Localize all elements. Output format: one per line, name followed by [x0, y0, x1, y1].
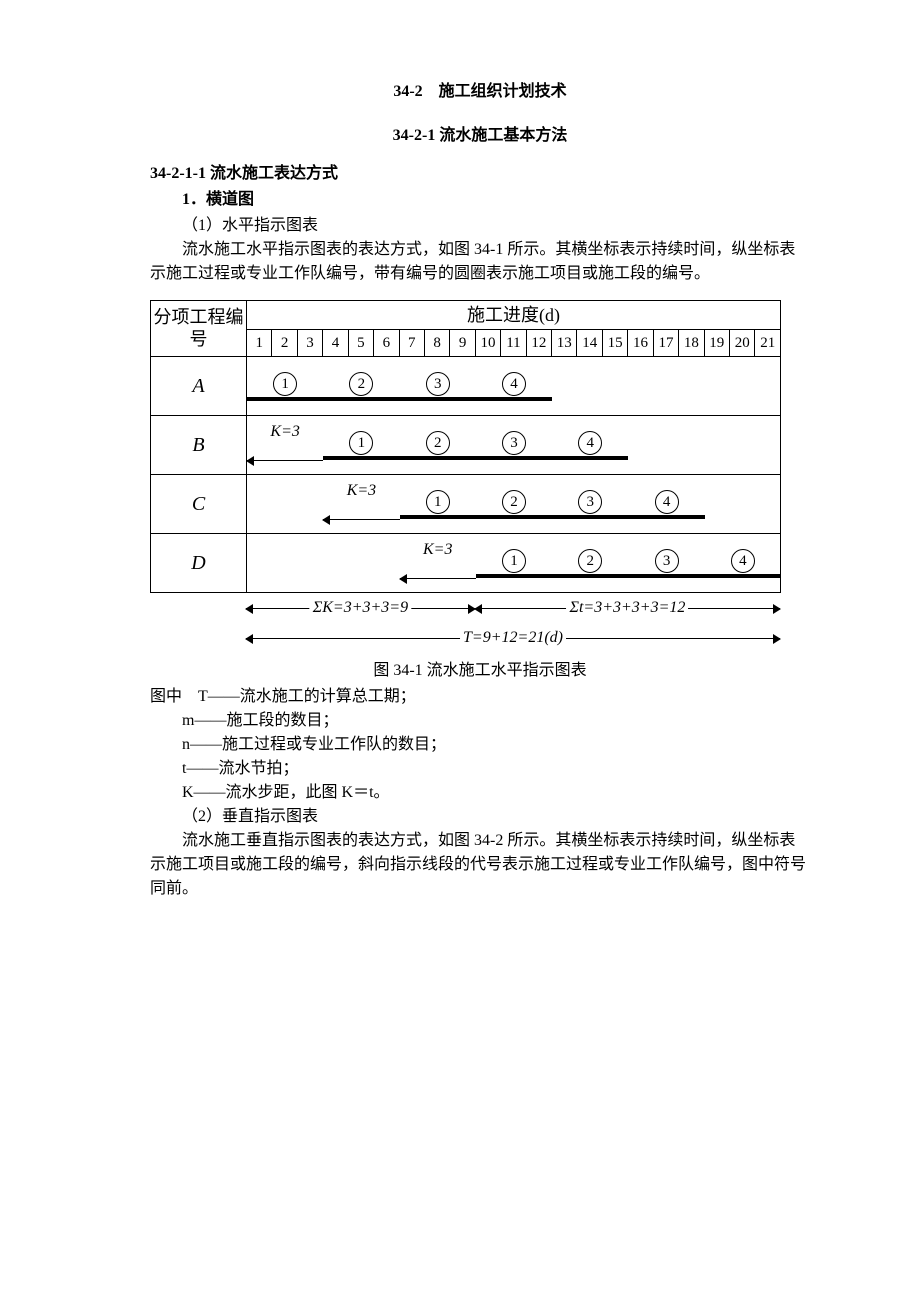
- gantt-row-cell: K=3 1 2 3 4: [247, 416, 781, 475]
- gantt-bar: [476, 397, 552, 401]
- gantt-bar: [323, 397, 399, 401]
- paragraph-1: 流水施工水平指示图表的表达方式，如图 34-1 所示。其横坐标表示持续时间，纵坐…: [150, 238, 810, 286]
- row-label: C: [151, 475, 247, 534]
- day-header: 3: [297, 330, 322, 357]
- formula-sumT: Σt=3+3+3+3=12: [566, 596, 688, 620]
- day-header: 19: [704, 330, 729, 357]
- gantt-table: 分项工程编号施工进度(d)123456789101112131415161718…: [150, 300, 781, 593]
- gantt-bar: [400, 515, 476, 519]
- k-label: K=3: [347, 479, 376, 503]
- segment-circle: 2: [502, 490, 526, 514]
- figure-legend: 图中 T——流水施工的计算总工期； m——施工段的数目； n——施工过程或专业工…: [150, 685, 810, 805]
- legend-line: n——施工过程或专业工作队的数目；: [150, 733, 810, 757]
- subsubsection-title: 34-2-1-1 流水施工表达方式: [150, 162, 810, 186]
- segment-circle: 3: [502, 431, 526, 455]
- gantt-bar: [552, 515, 628, 519]
- gantt-bar: [476, 574, 552, 578]
- segment-circle: 3: [578, 490, 602, 514]
- day-header: 14: [577, 330, 602, 357]
- day-header: 12: [526, 330, 551, 357]
- segment-circle: 4: [578, 431, 602, 455]
- day-header: 8: [424, 330, 449, 357]
- gantt-row-cell: 1 2 3 4: [247, 357, 781, 416]
- day-header: 1: [247, 330, 272, 357]
- segment-circle: 2: [578, 549, 602, 573]
- day-header: 15: [602, 330, 627, 357]
- list-item-1: （1）水平指示图表: [150, 214, 810, 238]
- segment-circle: 2: [426, 431, 450, 455]
- legend-line: K——流水步距，此图 K＝t。: [150, 781, 810, 805]
- day-header: 10: [475, 330, 500, 357]
- section-title: 34-2 施工组织计划技术: [150, 80, 810, 104]
- list-item-2: （2）垂直指示图表: [150, 805, 810, 829]
- legend-line: t——流水节拍；: [150, 757, 810, 781]
- legend-line: 图中 T——流水施工的计算总工期；: [150, 685, 810, 709]
- day-header: 20: [730, 330, 755, 357]
- day-header: 5: [348, 330, 373, 357]
- k-label: K=3: [270, 420, 299, 444]
- segment-circle: 4: [731, 549, 755, 573]
- day-header: 4: [323, 330, 348, 357]
- day-header: 11: [501, 330, 526, 357]
- day-header: 16: [628, 330, 653, 357]
- day-header: 9: [450, 330, 475, 357]
- formula-total: T=9+12=21(d): [460, 626, 566, 650]
- segment-circle: 1: [502, 549, 526, 573]
- numbered-heading: 1．横道图: [150, 188, 810, 212]
- figure-caption: 图 34-1 流水施工水平指示图表: [150, 659, 810, 683]
- segment-circle: 4: [502, 372, 526, 396]
- segment-circle: 2: [349, 372, 373, 396]
- day-header: 13: [552, 330, 577, 357]
- gantt-bar: [476, 456, 552, 460]
- day-header: 17: [653, 330, 678, 357]
- segment-circle: 3: [655, 549, 679, 573]
- day-header: 7: [399, 330, 424, 357]
- row-label: A: [151, 357, 247, 416]
- paragraph-2: 流水施工垂直指示图表的表达方式，如图 34-2 所示。其横坐标表示持续时间，纵坐…: [150, 829, 810, 901]
- gantt-bar: [628, 574, 704, 578]
- gantt-row-cell: K=3 1 2 3 4: [247, 534, 781, 593]
- gantt-bar: [705, 574, 781, 578]
- header-left: 分项工程编号: [151, 301, 247, 357]
- gantt-bar: [552, 574, 628, 578]
- gantt-bar: [552, 456, 628, 460]
- segment-circle: 4: [655, 490, 679, 514]
- gantt-chart: 分项工程编号施工进度(d)123456789101112131415161718…: [150, 300, 810, 653]
- segment-circle: 1: [426, 490, 450, 514]
- subsection-title: 34-2-1 流水施工基本方法: [150, 124, 810, 148]
- k-label: K=3: [423, 538, 452, 562]
- segment-circle: 1: [349, 431, 373, 455]
- gantt-row-cell: K=3 1 2 3 4: [247, 475, 781, 534]
- header-progress: 施工进度(d): [247, 301, 781, 330]
- formula-area: ΣK=3+3+3=9 Σt=3+3+3+3=12 T=9+12=21(d): [246, 593, 779, 653]
- legend-line: m——施工段的数目；: [150, 709, 810, 733]
- day-header: 18: [679, 330, 704, 357]
- day-header: 21: [755, 330, 781, 357]
- row-label: B: [151, 416, 247, 475]
- gantt-bar: [628, 515, 704, 519]
- segment-circle: 3: [426, 372, 450, 396]
- gantt-bar: [476, 515, 552, 519]
- day-header: 6: [374, 330, 399, 357]
- gantt-bar: [323, 456, 399, 460]
- segment-circle: 1: [273, 372, 297, 396]
- formula-sumK: ΣK=3+3+3=9: [310, 596, 411, 620]
- gantt-bar: [247, 397, 323, 401]
- row-label: D: [151, 534, 247, 593]
- gantt-bar: [400, 397, 476, 401]
- gantt-bar: [400, 456, 476, 460]
- day-header: 2: [272, 330, 297, 357]
